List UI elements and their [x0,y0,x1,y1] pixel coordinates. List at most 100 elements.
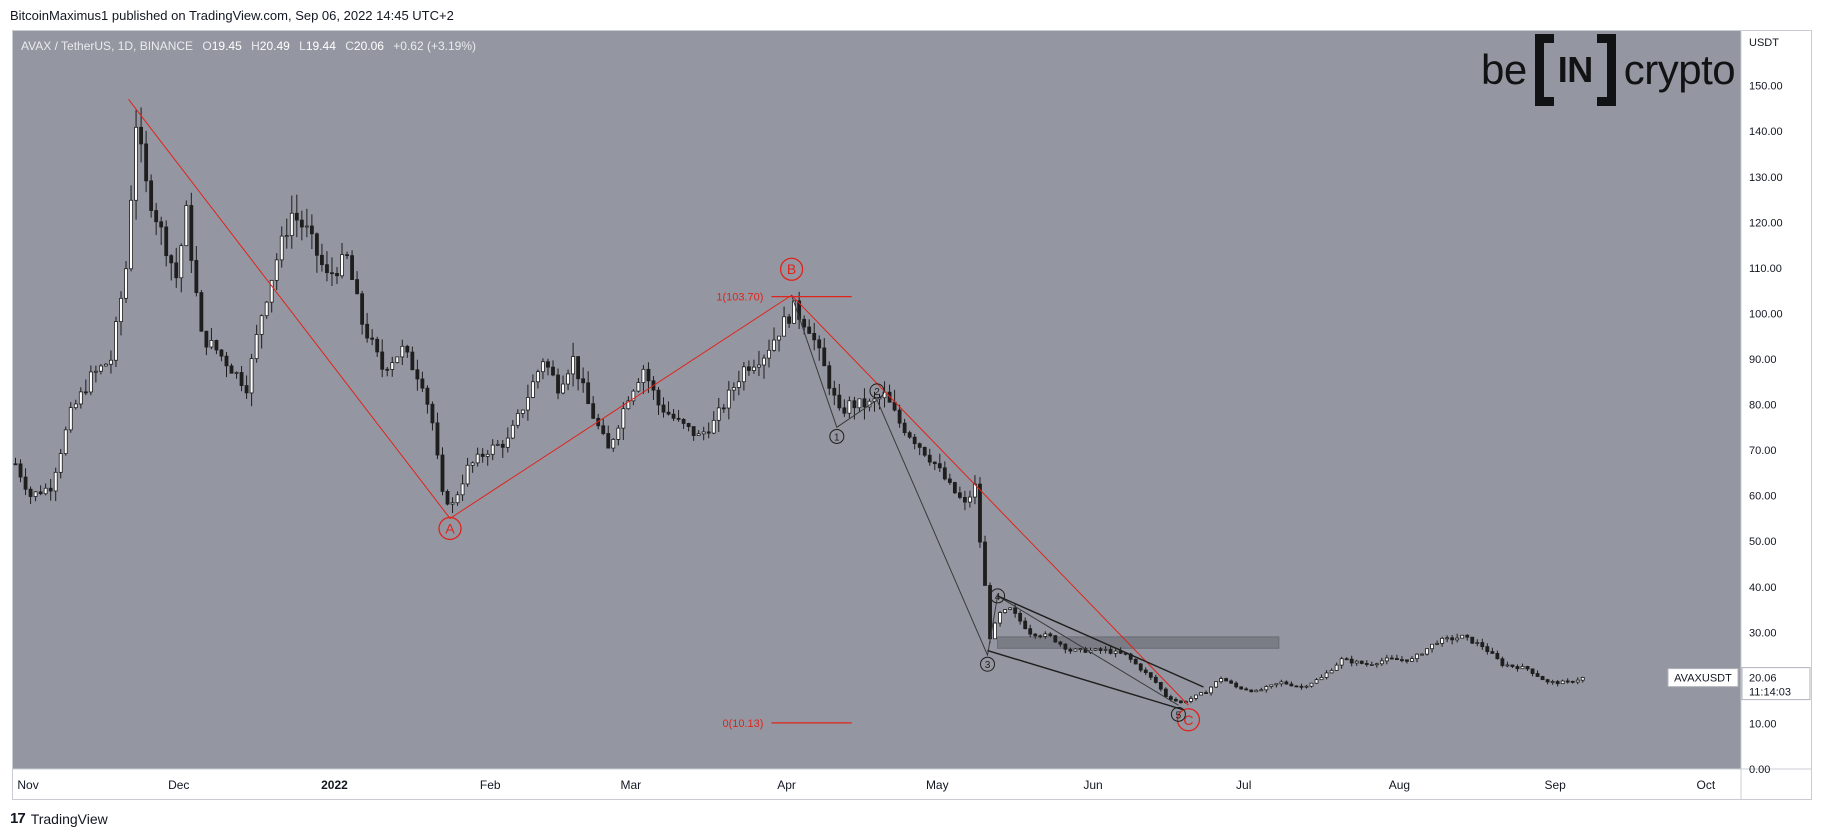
candle-up [626,400,631,410]
price-chart[interactable]: 1(103.70) 0(10.13) A B C 1 2 3 4 5 USDT 150.00 140.… [13,31,1811,799]
candle-up [400,345,405,358]
candle-up [1415,653,1419,660]
candle-down [18,463,23,478]
candle [164,220,169,267]
candle-up [1505,664,1510,667]
candle [435,412,440,460]
candle-down [952,482,957,494]
candle [1445,635,1450,643]
candle-down [606,433,611,449]
candle-down [314,233,319,256]
candle-down [1450,637,1455,641]
candle-down [1168,696,1173,700]
candle [927,448,932,466]
candle [93,365,98,383]
candle-up [767,349,771,359]
candle [1405,659,1409,664]
candle [249,353,254,407]
candle-down [1545,679,1550,683]
candle [1209,686,1213,696]
candle-up [184,205,189,247]
candle [1485,643,1490,655]
candle-up [1384,657,1389,662]
black-wave-12345-line[interactable] [791,295,1179,706]
resistance-zone[interactable] [997,636,1280,649]
candle-up [757,364,761,368]
candle [1148,672,1153,681]
tradingview-brand[interactable]: TradingView [30,810,108,827]
candle [1359,660,1364,665]
y-tick-label: 10.00 [1749,718,1777,730]
candle [68,402,73,433]
candle [1465,634,1470,641]
tradingview-logo-icon[interactable]: 17 [10,810,26,827]
candle-up [475,453,480,464]
candle-down [1530,668,1535,674]
candle [169,254,174,281]
candle-up [998,612,1002,624]
candle [741,362,746,391]
last-price-box[interactable] [1741,667,1811,701]
candle-up [1314,679,1319,684]
candle-down [239,372,244,386]
candle [621,402,626,441]
candle-down [1098,648,1103,651]
candle [1189,696,1193,704]
candle [1199,692,1203,696]
candle [716,397,721,432]
candle-down [661,404,666,413]
logo-bracket-in: IN [1534,34,1616,106]
candle-down [440,454,445,492]
candle-down [480,453,485,457]
candle [1495,650,1500,660]
candle [470,461,475,473]
candle [912,434,917,450]
x-tick-label: Mar [621,778,642,792]
candle [1540,675,1545,681]
candle-up [1309,682,1314,687]
y-tick-label: 110.00 [1749,263,1782,275]
chart-container[interactable]: 1(103.70) 0(10.13) A B C 1 2 3 4 5 USDT 150.00 140.… [12,30,1812,800]
candle-up [1194,694,1198,699]
candle-down [601,425,606,434]
candle-down [1284,681,1289,685]
candle [1560,679,1565,685]
candle [787,313,792,329]
time-axis[interactable] [13,769,1741,799]
candle-down [556,374,560,394]
candle [822,338,827,367]
red-wave-abc-line[interactable] [128,99,1189,706]
candle [1319,674,1324,681]
candle-down [827,365,832,389]
candle [1395,654,1399,661]
channel-lower-line[interactable] [987,649,1184,711]
candle-up [1219,678,1224,683]
candle-down [164,226,169,257]
candle [1068,647,1073,654]
candle [83,379,88,396]
symbol-name[interactable]: AVAX / TetherUS, 1D, BINANCE [21,39,194,53]
candle-up [455,494,460,504]
candle-down [330,272,334,275]
candle-down [415,369,420,380]
candle-down [1153,676,1158,683]
candle [993,621,997,640]
candle-down [1053,635,1058,643]
x-tick-label: Feb [480,778,501,792]
candle [1023,617,1028,630]
candle-up [259,315,264,335]
candle-up [1259,689,1264,692]
candle-up [1440,637,1445,644]
candle [1415,653,1419,663]
channel-upper-line[interactable] [997,595,1204,688]
y-tick-label: 60.00 [1749,491,1777,503]
symbol-tag[interactable] [1667,668,1739,688]
candle-up [234,372,239,374]
candle [1138,662,1143,673]
candle-up [541,361,545,373]
candle-down [159,221,164,228]
candle-up [1374,663,1379,666]
tradingview-footer[interactable]: 17 TradingView [10,810,108,827]
symbol-legend[interactable]: AVAX / TetherUS, 1D, BINANCE O19.45 H20.… [21,39,476,53]
candle-down [802,318,807,328]
